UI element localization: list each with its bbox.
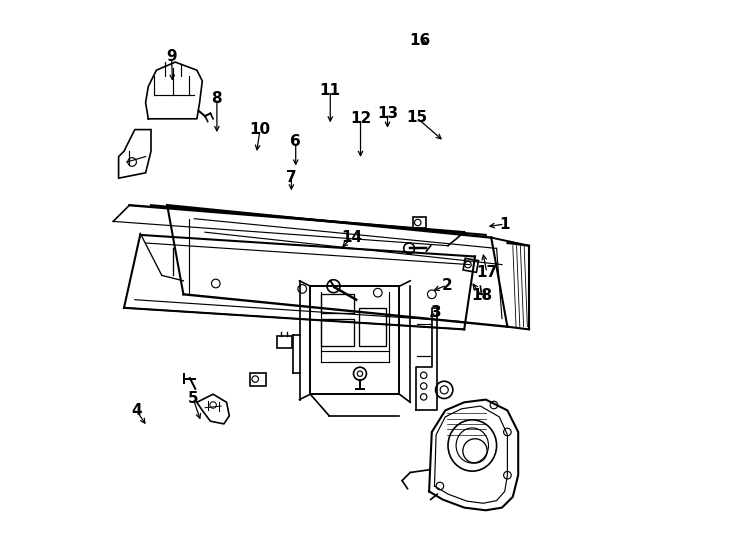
Text: 14: 14 (341, 230, 363, 245)
Text: 1: 1 (499, 217, 510, 232)
Text: 8: 8 (211, 91, 222, 106)
Text: 7: 7 (286, 170, 297, 185)
Text: 15: 15 (406, 110, 427, 125)
Bar (463, 258, 479, 272)
Text: 5: 5 (188, 391, 198, 406)
Text: 11: 11 (320, 83, 341, 98)
Text: 12: 12 (350, 111, 371, 126)
Text: 13: 13 (377, 106, 398, 121)
Text: 17: 17 (476, 265, 498, 280)
Text: 16: 16 (410, 33, 431, 48)
Bar (321, 294, 354, 313)
Text: 6: 6 (291, 134, 301, 149)
Bar (321, 319, 354, 346)
Text: 18: 18 (471, 288, 492, 303)
Bar (359, 308, 386, 346)
Text: 4: 4 (131, 403, 142, 418)
Text: 2: 2 (442, 278, 452, 293)
Bar (413, 217, 426, 228)
Bar (277, 336, 292, 348)
Text: 9: 9 (166, 49, 177, 64)
Text: 10: 10 (250, 122, 271, 137)
Text: 3: 3 (431, 305, 441, 320)
Bar (250, 373, 266, 386)
